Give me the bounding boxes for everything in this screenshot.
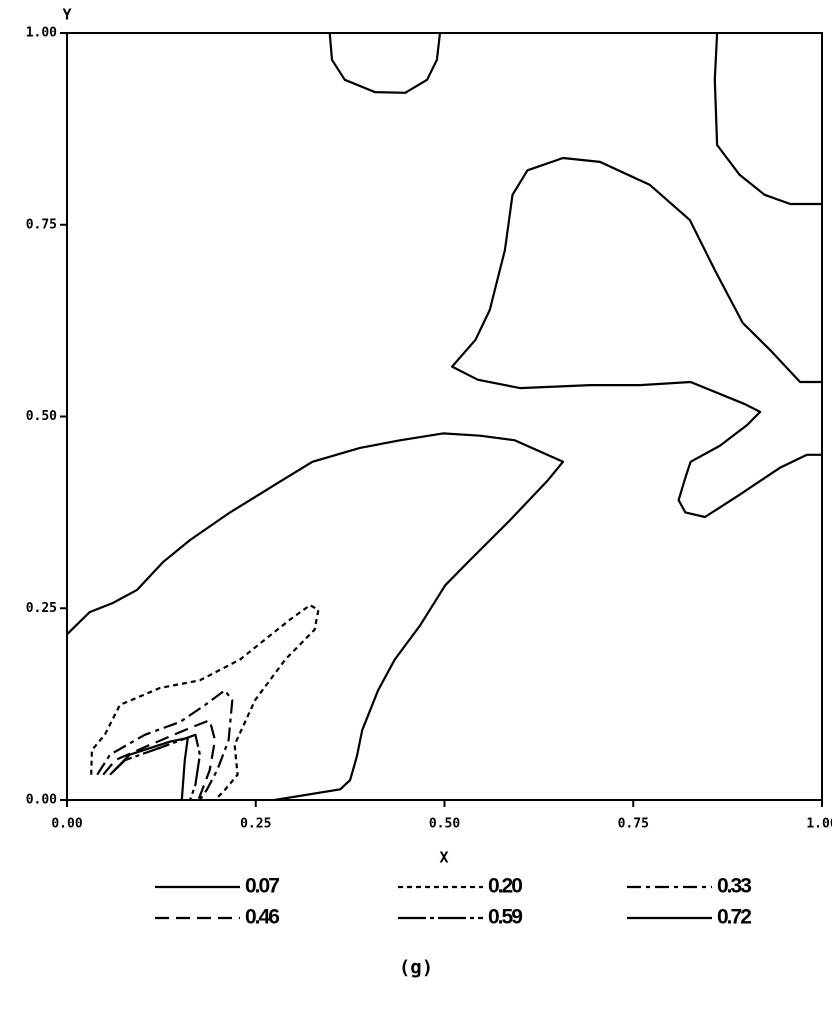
- contour-line: [96, 689, 234, 801]
- legend-label: 0.59: [488, 906, 522, 929]
- x-tick-label: 1.00: [806, 817, 832, 832]
- x-tick-label: 0.50: [429, 817, 460, 832]
- caption: (g): [399, 957, 433, 979]
- contour-line: [66, 432, 565, 802]
- contour-line: [328, 32, 442, 94]
- y-tick-label: 1.00: [26, 26, 57, 41]
- x-tick-label: 0.25: [240, 817, 271, 832]
- y-tick-label: 0.50: [26, 409, 57, 424]
- legend-label: 0.46: [245, 906, 279, 929]
- x-tick-label: 0.00: [51, 817, 82, 832]
- contour-line: [112, 736, 189, 801]
- x-tick-label: 0.75: [618, 817, 649, 832]
- contour-line: [90, 604, 320, 801]
- legend-label: 0.20: [488, 875, 522, 898]
- plot-frame: [66, 32, 823, 801]
- y-tick-label: 0.75: [26, 217, 57, 232]
- y-axis-label: Y: [62, 6, 71, 24]
- contour-line: [451, 156, 822, 519]
- contour-line: [102, 719, 217, 801]
- legend-label: 0.72: [717, 906, 751, 929]
- x-axis-label: X: [439, 849, 448, 867]
- legend-label: 0.33: [717, 875, 751, 898]
- contour-line: [713, 32, 822, 206]
- legend-label: 0.07: [245, 875, 279, 898]
- y-tick-label: 0.25: [26, 601, 57, 616]
- y-tick-label: 0.00: [26, 793, 57, 808]
